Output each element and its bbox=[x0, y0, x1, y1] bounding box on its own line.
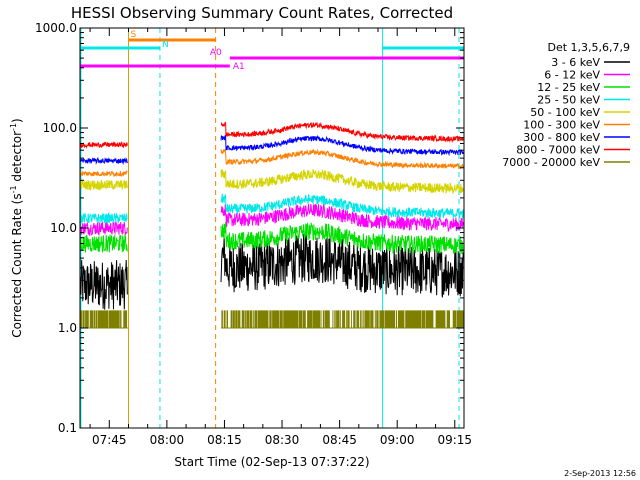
legend-entry-label: 800 - 7000 keV bbox=[516, 144, 600, 157]
y-axis: 0.1 1.0 10.0 100.0 1000.0 bbox=[35, 21, 464, 435]
series-trace bbox=[80, 156, 128, 166]
series-trace bbox=[80, 310, 128, 328]
series-trace bbox=[220, 168, 464, 195]
chart-title: HESSI Observing Summary Count Rates, Cor… bbox=[71, 4, 453, 22]
flag-label: A0 bbox=[210, 48, 222, 58]
flag-label: N bbox=[162, 40, 169, 50]
x-axis-label: Start Time (02-Sep-13 07:37:22) bbox=[174, 455, 369, 469]
x-tick-label: 08:45 bbox=[322, 433, 357, 447]
series-trace bbox=[220, 134, 464, 157]
legend-entry-label: 25 - 50 keV bbox=[537, 94, 600, 107]
legend-entry-label: 100 - 300 keV bbox=[523, 119, 600, 132]
series-trace bbox=[220, 121, 464, 143]
y-tick-label: 10.0 bbox=[50, 221, 77, 235]
legend-entry-label: 3 - 6 keV bbox=[551, 56, 600, 69]
x-tick-label: 07:45 bbox=[92, 433, 127, 447]
x-tick-label: 08:15 bbox=[207, 433, 242, 447]
series-trace bbox=[80, 179, 128, 192]
series-trace bbox=[220, 148, 464, 170]
footer-date: 2-Sep-2013 12:56 bbox=[564, 469, 636, 478]
x-tick-label: 09:15 bbox=[437, 433, 472, 447]
legend-title: Det 1,3,5,6,7,9 bbox=[547, 41, 630, 54]
series-trace bbox=[220, 193, 464, 219]
legend-entry-label: 12 - 25 keV bbox=[537, 81, 600, 94]
x-axis: 07:45 08:00 08:15 08:30 08:45 09:00 09:15 bbox=[89, 28, 472, 447]
legend-entry-label: 300 - 800 keV bbox=[523, 131, 600, 144]
series-trace bbox=[80, 212, 128, 225]
y-axis-label: Corrected Count Rate (s-1 detector-1) bbox=[9, 118, 24, 337]
legend-entry-label: 6 - 12 keV bbox=[544, 69, 600, 82]
series-trace bbox=[220, 222, 464, 255]
y-tick-label: 100.0 bbox=[43, 121, 77, 135]
y-tick-label: 0.1 bbox=[58, 421, 77, 435]
x-tick-label: 08:00 bbox=[150, 433, 185, 447]
flag-label: A1 bbox=[233, 62, 245, 72]
y-tick-label: 1.0 bbox=[58, 321, 77, 335]
series-trace bbox=[221, 310, 464, 328]
x-tick-label: 08:30 bbox=[265, 433, 300, 447]
y-tick-label: 1000.0 bbox=[35, 21, 77, 35]
series-trace bbox=[80, 233, 128, 253]
plot-area: S N A0 A1 bbox=[80, 28, 464, 428]
plot-frame bbox=[79, 27, 465, 429]
series-trace bbox=[80, 259, 128, 310]
legend-entry-label: 7000 - 20000 keV bbox=[502, 156, 600, 169]
series-trace bbox=[80, 170, 128, 178]
series-trace bbox=[80, 221, 128, 237]
x-tick-label: 09:00 bbox=[380, 433, 415, 447]
series-trace bbox=[80, 141, 128, 149]
series-trace bbox=[220, 233, 464, 298]
legend-entry-label: 50 - 100 keV bbox=[530, 106, 600, 119]
series-trace bbox=[220, 203, 464, 232]
flag-label: S bbox=[130, 30, 136, 40]
